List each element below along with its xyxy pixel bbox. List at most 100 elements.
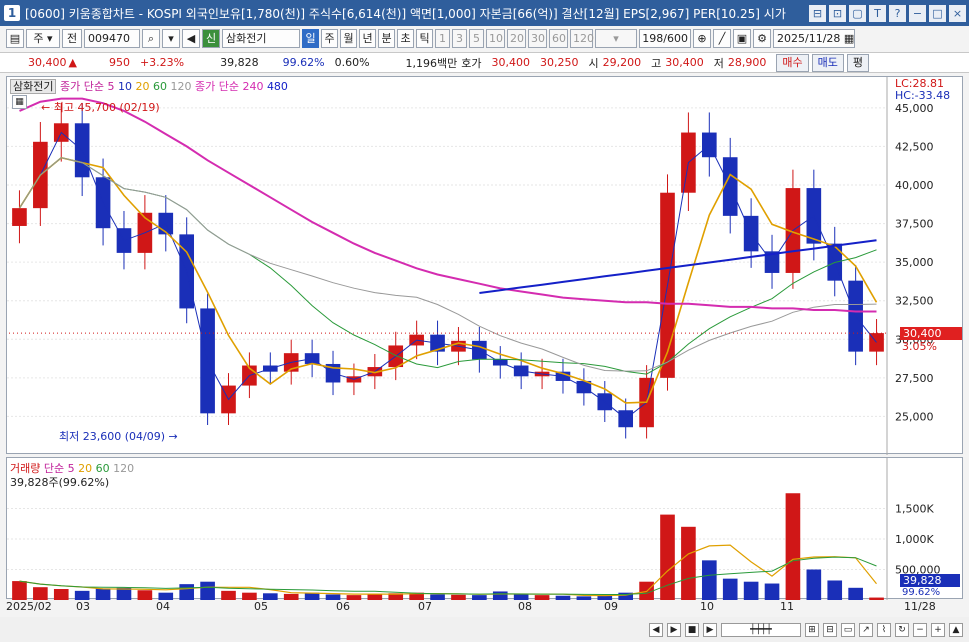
volume-bar [304,592,320,600]
legend-vol-ma60: 60 [95,462,110,475]
interval-custom-select[interactable]: ▾ [595,29,637,48]
interval-120-button[interactable]: 120 [570,29,594,48]
font-icon[interactable]: T [869,4,886,22]
legend-vol-ma5: 단순 5 [43,462,75,475]
scroll-left-icon[interactable]: ◀ [649,622,663,637]
min-price-label: 최저 23,600 (04/09) → [59,430,178,443]
period-tick-button[interactable]: 틱 [416,29,433,48]
restore-icon[interactable]: ⊡ [829,4,846,22]
refresh-icon[interactable]: ↻ [895,622,909,637]
draw-line-icon[interactable]: ╱ [713,29,731,48]
ma240-line [19,97,877,313]
volume-bar [472,595,487,600]
play-icon[interactable]: ▶ [667,622,681,637]
legend-ma10: 10 [117,80,132,93]
data-count-field[interactable]: 198/600 [639,29,691,48]
sell-button[interactable]: 매도 [811,53,844,72]
date-input[interactable]: 2025/11/28 ▦ [773,29,855,48]
period-week-button[interactable]: 주 [321,29,338,48]
period-day-button[interactable]: 일 [302,29,319,48]
search-icon[interactable]: ⌕ [142,29,160,48]
price-y-tick: 35,000 [895,256,934,269]
volume-bar [451,594,466,600]
interval-3-button[interactable]: 3 [452,29,467,48]
legend-ma480: 480 [266,80,288,93]
minimize-icon[interactable]: − [909,4,926,22]
sound-icon[interactable]: ◀ [182,29,200,48]
eval-button[interactable]: 평 [846,53,870,72]
scroll-right-icon[interactable]: ▶ [703,622,717,637]
maximize-small-icon[interactable]: ▢ [849,4,866,22]
zoom-in-icon[interactable]: + [931,622,945,637]
help-icon[interactable]: ? [889,4,906,22]
toolbar: ▤ 주 ▾ 전 009470 ⌕ ▾ ◀ 신 삼화전기 일 주 월 년 분 초 … [0,26,969,51]
price-chart: 45,00042,50040,00037,50035,00032,50030,0… [7,77,934,455]
pattern-icon[interactable]: ⌇ [877,622,891,637]
close-icon[interactable]: × [949,4,966,22]
expand-icon[interactable]: ▲ [949,622,963,637]
volume-chart: 1,500K 1,000K 500,000 [7,458,941,600]
type-select[interactable]: 전 [62,29,82,48]
maximize-icon[interactable]: □ [929,4,946,22]
interval-30-button[interactable]: 30 [528,29,547,48]
trade-amount: 1,196백만 [405,56,458,70]
period-year-button[interactable]: 년 [359,29,376,48]
window-number: 1 [4,5,20,21]
credit-badge-icon: 신 [202,29,220,48]
price-y-tick: 42,500 [895,140,934,153]
x-axis-label: 2025/02 [6,600,52,613]
buy-button[interactable]: 매수 [776,53,809,72]
period-select[interactable]: 주 ▾ [26,29,60,48]
grid-icon[interactable]: ▦ [12,95,27,109]
volume-bar [660,514,675,600]
max-price-text: 최고 45,700 (02/19) [53,101,160,114]
volume-bar [33,587,48,600]
layout-icon[interactable]: ⊟ [809,4,826,22]
volume-bar [722,578,738,600]
x-axis-label: 07 [418,600,432,613]
gear-icon[interactable]: ⚙ [753,29,771,48]
low-label: 저 [713,56,724,70]
stop-icon[interactable]: ■ [685,622,699,637]
volume-bar [12,581,27,600]
interval-10-button[interactable]: 10 [486,29,505,48]
save-icon[interactable]: ▣ [733,29,751,48]
stock-code-input[interactable]: 009470 [84,29,140,48]
zoom-slider[interactable]: ┿┿┿┿ [721,622,801,637]
pin-icon[interactable]: ⊕ [693,29,711,48]
indicator-icon[interactable]: ↗ [859,622,873,637]
legend-ma60: 60 [152,80,167,93]
volume-bar [869,597,884,600]
x-axis-label: 05 [254,600,268,613]
current-price: 30,400 [28,56,67,69]
zoom-out-icon[interactable]: − [913,622,927,637]
x-axis-label: 10 [700,600,714,613]
interval-5-button[interactable]: 5 [469,29,484,48]
turnover-rate: 0.60% [334,56,370,69]
volume-bar [743,581,759,600]
stock-dropdown-icon[interactable]: ▾ [162,29,180,48]
chart-type-icon[interactable]: ⊟ [823,622,837,637]
layout-toggle-icon[interactable]: ▭ [841,622,855,637]
current-volume-tag: 39,828 [900,574,960,587]
interval-20-button[interactable]: 20 [507,29,526,48]
x-axis-label: 08 [518,600,532,613]
volume-bar [576,596,592,600]
window-title: [0600] 키움종합차트 - KOSPI 외국인보유[1,780(천)] 주식… [25,6,786,21]
quote-info-bar: 30,400 ▲ 950 +3.23% 39,828 99.62% 0.60% … [0,52,969,73]
volume-bar [597,595,613,600]
zoom-icon[interactable]: ⊞ [805,622,819,637]
period-second-button[interactable]: 초 [397,29,414,48]
ma20-line [18,156,878,404]
price-chart-panel[interactable]: 45,00042,50040,00037,50035,00032,50030,0… [6,76,963,455]
open-label: 시 [588,56,599,70]
period-month-button[interactable]: 월 [340,29,357,48]
interval-1-button[interactable]: 1 [435,29,450,48]
period-minute-button[interactable]: 분 [378,29,395,48]
data-count-total: /600 [663,32,688,45]
legend-stock-name: 삼화전기 [10,79,57,94]
volume-bar [137,590,153,600]
volume-chart-panel[interactable]: 1,500K 1,000K 500,000 거래량 단순 5 20 60 120 3… [6,457,963,600]
chart-list-icon[interactable]: ▤ [6,29,24,48]
interval-60-button[interactable]: 60 [549,29,568,48]
